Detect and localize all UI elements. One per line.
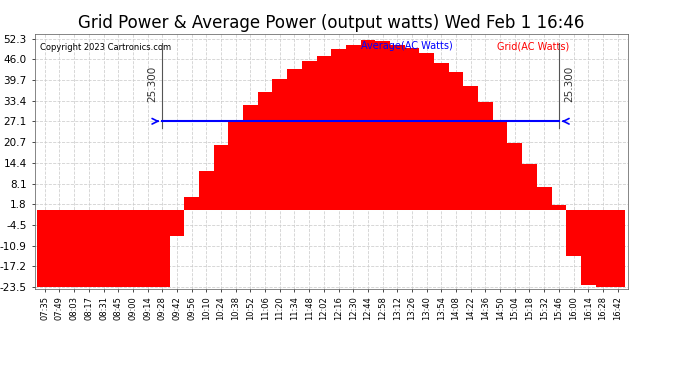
Text: 25.300: 25.300 bbox=[564, 66, 574, 102]
Bar bbox=[434, 63, 448, 210]
Bar bbox=[184, 197, 199, 210]
Bar bbox=[346, 45, 361, 210]
Bar bbox=[258, 92, 273, 210]
Bar bbox=[243, 105, 258, 210]
Bar bbox=[81, 210, 96, 287]
Bar bbox=[595, 210, 610, 287]
Bar bbox=[420, 53, 434, 210]
Title: Grid Power & Average Power (output watts) Wed Feb 1 16:46: Grid Power & Average Power (output watts… bbox=[78, 14, 584, 32]
Bar bbox=[522, 164, 537, 210]
Bar bbox=[317, 56, 331, 210]
Bar bbox=[155, 210, 170, 287]
Bar bbox=[390, 45, 404, 210]
Bar bbox=[566, 210, 581, 256]
Bar bbox=[507, 143, 522, 210]
Bar bbox=[126, 210, 140, 287]
Bar bbox=[464, 86, 478, 210]
Bar bbox=[448, 72, 464, 210]
Bar bbox=[404, 48, 420, 210]
Text: 25.300: 25.300 bbox=[147, 66, 157, 102]
Text: Grid(AC Watts): Grid(AC Watts) bbox=[497, 41, 570, 51]
Bar bbox=[537, 187, 551, 210]
Bar bbox=[170, 210, 184, 236]
Bar bbox=[478, 102, 493, 210]
Bar bbox=[37, 210, 52, 287]
Bar bbox=[493, 122, 507, 210]
Bar bbox=[375, 41, 390, 210]
Bar bbox=[96, 210, 111, 287]
Text: Copyright 2023 Cartronics.com: Copyright 2023 Cartronics.com bbox=[41, 43, 172, 52]
Bar bbox=[228, 122, 243, 210]
Bar bbox=[331, 50, 346, 210]
Bar bbox=[111, 210, 126, 287]
Bar bbox=[273, 79, 287, 210]
Text: Average(AC Watts): Average(AC Watts) bbox=[361, 41, 453, 51]
Bar bbox=[214, 144, 228, 210]
Bar bbox=[361, 40, 375, 210]
Bar bbox=[302, 61, 317, 210]
Bar bbox=[581, 210, 595, 285]
Bar bbox=[199, 171, 214, 210]
Bar bbox=[287, 69, 302, 210]
Bar bbox=[551, 205, 566, 210]
Bar bbox=[140, 210, 155, 287]
Bar bbox=[52, 210, 67, 287]
Bar bbox=[67, 210, 81, 287]
Bar bbox=[610, 210, 625, 287]
